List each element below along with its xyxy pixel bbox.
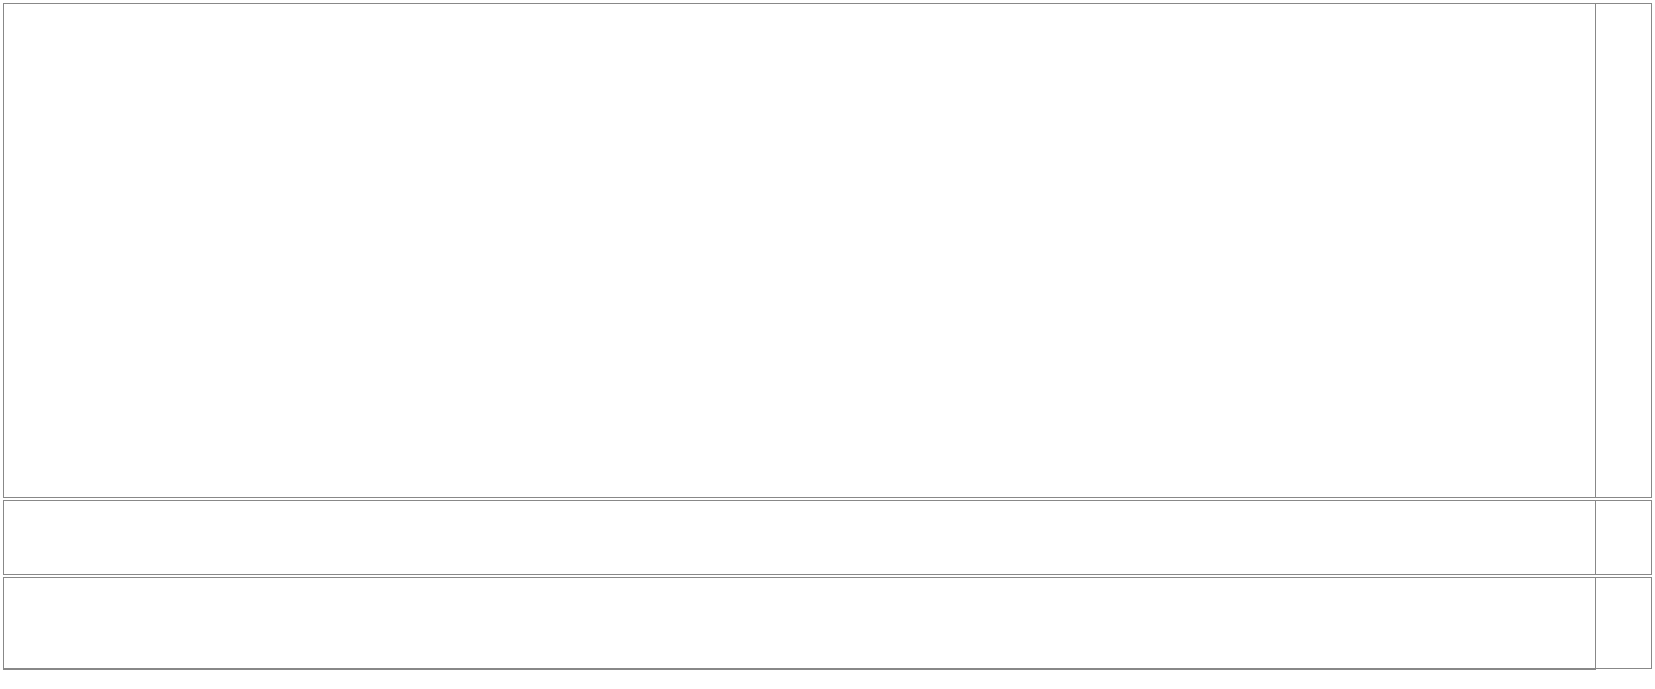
price-chart-svg bbox=[4, 4, 1595, 497]
rsi-panel bbox=[3, 500, 1652, 575]
macd-svg bbox=[4, 578, 1595, 668]
main-y-axis bbox=[1595, 4, 1651, 497]
rsi-y-axis bbox=[1595, 501, 1651, 574]
rsi-svg bbox=[4, 501, 1595, 574]
main-plot-area[interactable] bbox=[4, 4, 1595, 497]
rsi-plot-area[interactable] bbox=[4, 501, 1595, 574]
macd-y-axis bbox=[1595, 578, 1651, 668]
main-price-panel bbox=[3, 3, 1652, 498]
macd-plot-area[interactable] bbox=[4, 578, 1595, 668]
time-axis bbox=[3, 669, 1596, 686]
macd-panel bbox=[3, 577, 1652, 669]
